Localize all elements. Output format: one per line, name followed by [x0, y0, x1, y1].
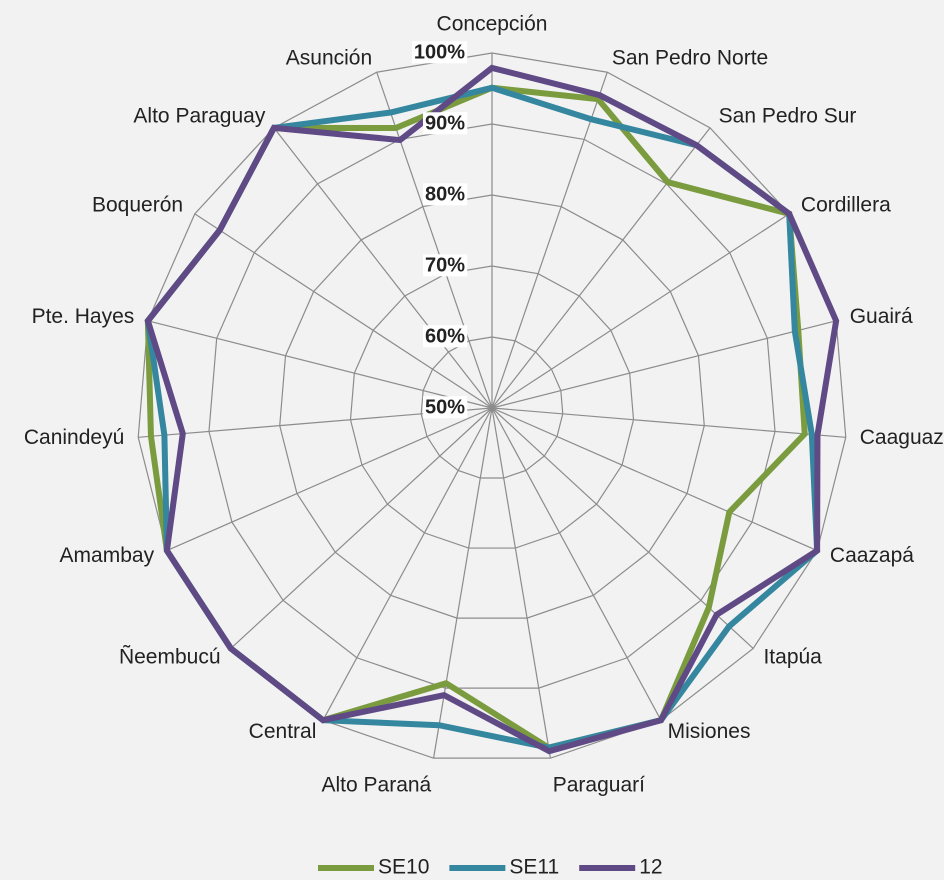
tick-label-bg — [411, 41, 468, 64]
y-tick-label: 90% — [425, 112, 465, 134]
spoke — [322, 407, 493, 721]
category-label: Cordillera — [801, 194, 891, 217]
tick-label-bg — [422, 112, 468, 135]
grid — [137, 52, 847, 759]
y-tick-label: 60% — [425, 325, 465, 347]
series-line — [144, 64, 840, 755]
category-label: San Pedro Norte — [612, 47, 768, 70]
category-label: Central — [249, 720, 317, 743]
tick-label-bg — [422, 254, 468, 277]
category-label: Misiones — [668, 720, 751, 743]
category-label: Concepción — [437, 13, 548, 36]
series-lines — [144, 64, 840, 755]
grid-ring — [279, 194, 705, 619]
category-label: Paraguarí — [553, 774, 645, 797]
category-label: Caaguazú — [860, 426, 944, 449]
spoke — [491, 407, 754, 649]
category-label: Ñeembucú — [119, 644, 221, 668]
spoke — [491, 407, 846, 438]
spoke — [491, 407, 552, 759]
spoke — [491, 72, 608, 409]
spoke — [166, 407, 493, 552]
spoke — [491, 407, 662, 721]
category-label: Alto Paraná — [322, 774, 432, 797]
spoke — [491, 320, 837, 409]
grid-ring — [420, 336, 564, 479]
y-tick-label: 100% — [414, 41, 465, 63]
legend-label: 12 — [639, 856, 662, 879]
spoke — [147, 320, 493, 409]
spoke — [432, 407, 493, 759]
legend-label: SE11 — [509, 856, 559, 879]
category-label: Asunción — [286, 47, 372, 70]
spoke — [491, 213, 790, 409]
series-line — [144, 84, 821, 751]
spoke — [194, 213, 493, 409]
category-label: Guairá — [850, 305, 913, 328]
category-label: Caazapá — [830, 544, 914, 567]
spoke — [273, 127, 493, 409]
category-label: Canindeyú — [24, 426, 124, 449]
category-label: Pte. Hayes — [32, 305, 135, 328]
grid-ring — [208, 123, 776, 689]
y-tick-label: 70% — [425, 254, 465, 276]
spoke — [230, 407, 493, 649]
series-line — [144, 84, 808, 751]
category-label: Itapúa — [763, 645, 822, 668]
grid-ring — [349, 265, 635, 549]
legend-label: SE10 — [378, 856, 429, 879]
y-tick-label: 80% — [425, 183, 465, 205]
spoke — [491, 127, 711, 409]
category-label: San Pedro Sur — [719, 104, 857, 127]
y-tick-label: 50% — [425, 396, 465, 418]
category-label: Boquerón — [92, 194, 183, 217]
tick-label-bg — [422, 183, 468, 206]
category-label: Amambay — [60, 544, 155, 567]
category-label: Alto Paraguay — [133, 104, 265, 127]
spoke — [491, 407, 818, 552]
tick-label-bg — [422, 396, 468, 419]
tick-label-bg — [422, 325, 468, 348]
